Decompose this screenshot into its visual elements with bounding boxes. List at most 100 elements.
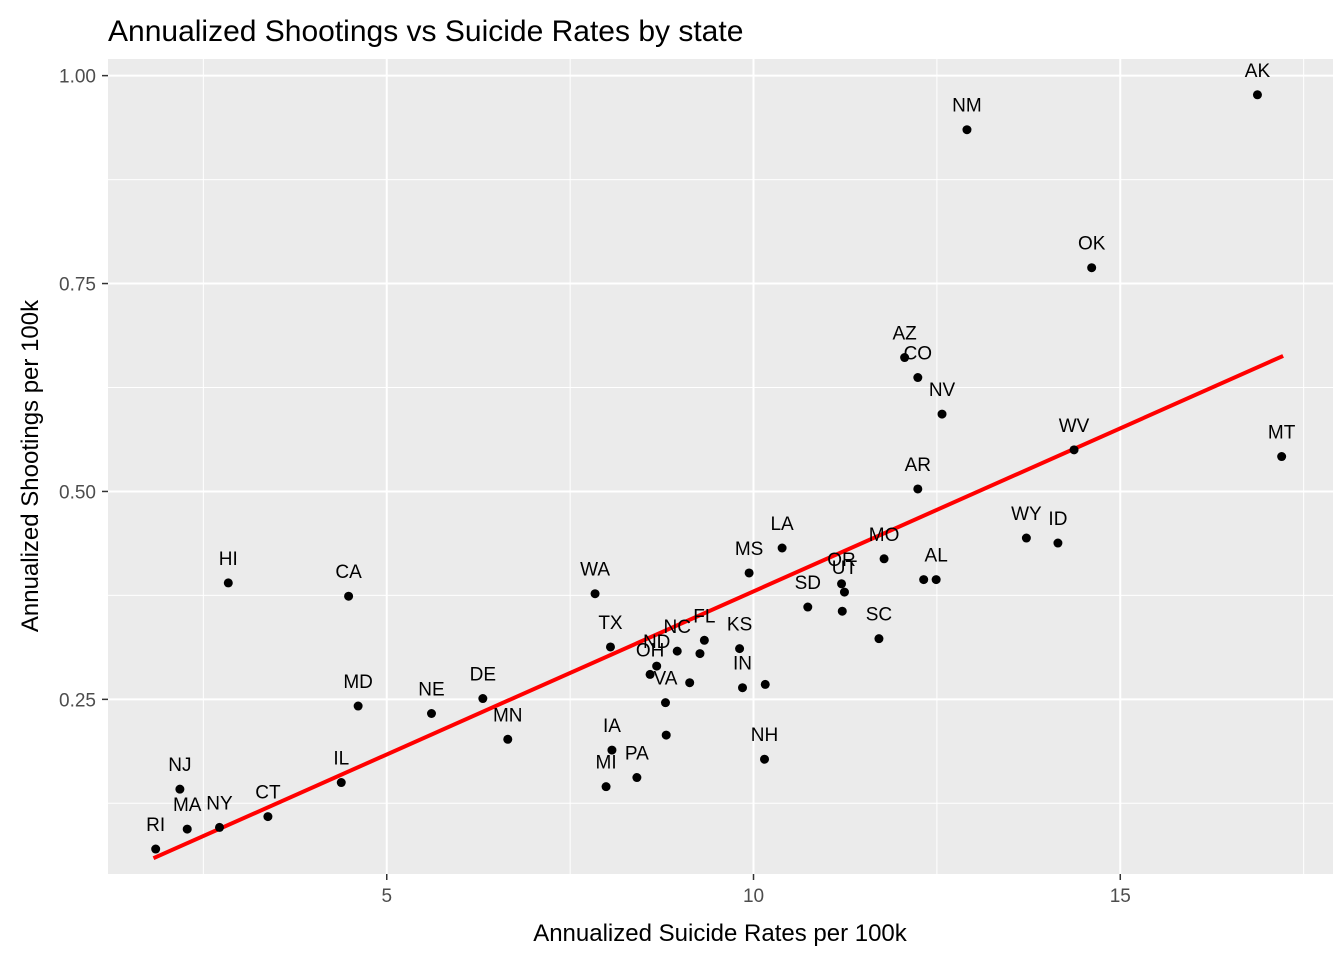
data-point-label: AZ xyxy=(892,324,917,345)
data-point-label: OR xyxy=(827,550,856,571)
data-point xyxy=(735,644,745,654)
x-tick-label: 5 xyxy=(381,886,392,907)
data-point xyxy=(590,589,600,599)
data-point xyxy=(913,484,923,494)
data-point-label: MD xyxy=(343,672,373,693)
data-point-label: NJ xyxy=(168,755,191,776)
data-point xyxy=(607,745,617,755)
data-point xyxy=(695,649,705,659)
data-point xyxy=(738,683,748,693)
data-point-label: RI xyxy=(146,815,165,836)
data-point-label: NE xyxy=(418,679,444,700)
data-point xyxy=(685,678,695,688)
data-point xyxy=(919,575,929,585)
data-point xyxy=(601,782,611,792)
data-point-label: CT xyxy=(255,783,281,804)
x-tick-label: 15 xyxy=(1110,886,1131,907)
data-point xyxy=(900,353,910,363)
data-point-label: MA xyxy=(173,795,202,816)
data-point-label: KS xyxy=(727,615,752,636)
data-point-label: VA xyxy=(654,669,678,690)
data-point xyxy=(1053,538,1063,548)
data-point xyxy=(672,646,682,656)
x-axis-title: Annualized Suicide Rates per 100k xyxy=(533,920,908,947)
data-point-label: MT xyxy=(1268,423,1296,444)
data-point xyxy=(151,844,161,854)
y-tick-label: 1.00 xyxy=(59,67,96,88)
x-tick-label: 10 xyxy=(743,886,764,907)
data-point xyxy=(744,568,754,578)
data-point xyxy=(699,635,709,645)
data-point xyxy=(1021,533,1031,543)
data-point-label: AK xyxy=(1245,61,1271,82)
data-point-label: ND xyxy=(643,632,670,653)
data-point xyxy=(632,773,642,783)
data-point xyxy=(839,587,849,597)
plot-panel xyxy=(108,59,1333,874)
data-point-label: PA xyxy=(625,744,649,765)
data-point-label: CO xyxy=(904,344,933,365)
data-point-label: NM xyxy=(952,96,982,117)
data-point-label: IL xyxy=(333,749,349,770)
y-tick-label: 0.25 xyxy=(59,690,96,711)
data-point xyxy=(344,591,354,601)
data-point xyxy=(962,125,972,135)
data-point-label: WV xyxy=(1059,416,1090,437)
chart-title: Annualized Shootings vs Suicide Rates by… xyxy=(108,15,743,48)
data-point-label: NC xyxy=(663,617,690,638)
y-tick-label: 0.50 xyxy=(59,482,96,503)
data-point xyxy=(1087,263,1097,273)
data-point xyxy=(1069,445,1079,455)
data-point-label: CA xyxy=(335,562,362,583)
data-point-label: DE xyxy=(470,665,496,686)
data-point xyxy=(353,701,363,711)
data-point-label: HI xyxy=(219,549,238,570)
data-point xyxy=(760,754,770,764)
data-points xyxy=(151,90,1287,854)
data-point-label: MS xyxy=(735,539,764,560)
y-axis-ticks: 0.25 0.50 0.75 1.00 xyxy=(59,67,108,711)
data-point-label: IA xyxy=(603,716,621,737)
data-point xyxy=(803,602,813,612)
data-point-label: OH xyxy=(636,640,665,661)
minor-gridlines xyxy=(108,59,1333,874)
data-point-label: MN xyxy=(493,705,523,726)
data-point-label: NH xyxy=(751,725,778,746)
data-point xyxy=(777,543,787,553)
data-point xyxy=(478,694,488,704)
data-point-label: TX xyxy=(598,613,623,634)
data-point-label: OK xyxy=(1078,234,1106,255)
trend-line xyxy=(152,354,1284,861)
data-point xyxy=(660,698,670,708)
data-point xyxy=(503,734,513,744)
data-point-label: ID xyxy=(1048,509,1067,530)
data-point-label: AL xyxy=(925,546,948,567)
data-point-label: NY xyxy=(206,793,233,814)
data-point xyxy=(837,606,847,616)
x-axis-ticks: 5 10 15 xyxy=(381,874,1131,907)
data-point xyxy=(913,373,923,383)
data-point xyxy=(937,409,947,419)
data-point-label: MO xyxy=(869,525,900,546)
data-point-label: MI xyxy=(596,753,617,774)
data-point xyxy=(760,679,770,689)
major-gridlines xyxy=(108,59,1333,874)
data-point xyxy=(931,575,941,585)
data-point xyxy=(874,634,884,644)
data-point xyxy=(645,669,655,679)
data-point-label: WY xyxy=(1011,504,1042,525)
data-point-label: UT xyxy=(832,558,858,579)
data-point xyxy=(182,824,192,834)
data-point xyxy=(1252,90,1262,100)
data-point-label: LA xyxy=(770,514,794,535)
data-point-label: SC xyxy=(866,605,892,626)
data-point-label: FL xyxy=(693,606,715,627)
data-point xyxy=(837,579,847,589)
y-tick-label: 0.75 xyxy=(59,275,96,296)
data-point xyxy=(661,730,671,740)
data-point xyxy=(879,554,889,564)
data-point xyxy=(652,661,662,671)
data-point-label: NV xyxy=(929,380,956,401)
